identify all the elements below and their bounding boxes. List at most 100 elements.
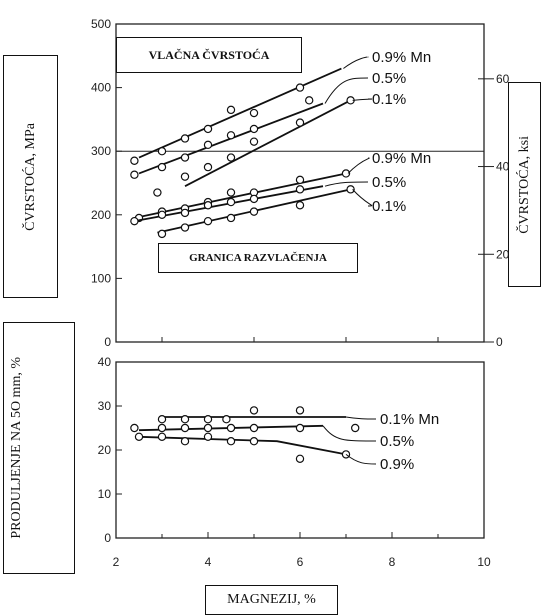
tensile-label-box: VLAČNA ČVRSTOĆA [116, 37, 302, 73]
legend-label: 0.5% [380, 433, 414, 450]
ylabel-right: ČVRSTOĆA, ksi [516, 135, 532, 234]
data-point [153, 188, 162, 197]
y-tick-label: 20 [98, 443, 112, 457]
y-left-tick-label: 100 [91, 271, 111, 285]
data-point [249, 406, 259, 415]
data-point [180, 208, 190, 218]
data-point [226, 153, 236, 162]
bottom-plot-frame [115, 361, 485, 539]
data-point [295, 201, 305, 210]
y-tick-label: 10 [98, 487, 112, 501]
data-point [249, 108, 259, 118]
x-tick-label: 6 [297, 555, 304, 569]
data-point [249, 207, 259, 216]
yield-label: GRANICA RAZVLAČENJA [189, 252, 327, 264]
y-tick-label: 40 [98, 355, 112, 369]
data-point [226, 423, 236, 433]
data-point [341, 169, 351, 178]
x-tick-label: 2 [113, 555, 120, 569]
series-line [134, 172, 347, 219]
data-point [180, 423, 190, 433]
data-point [180, 172, 190, 181]
legend-label: 0.1% [372, 198, 406, 215]
legend-leader-line [352, 189, 373, 207]
xlabel: MAGNEZIJ, % [227, 592, 316, 607]
data-point [226, 188, 236, 197]
y-left-tick-label: 300 [91, 144, 111, 158]
top-panel: 0 100 200 300 400 500 0 20 40 60 0.9% Mn 0.5% 0.1% 0.… [91, 17, 510, 349]
data-point [157, 432, 167, 441]
x-tick-label: 10 [477, 555, 491, 569]
legend-leader-line [345, 416, 377, 420]
y-right-tick-label: 20 [496, 247, 510, 261]
data-point [157, 210, 167, 219]
data-point [203, 124, 213, 134]
data-point [226, 437, 236, 446]
data-point [157, 146, 167, 156]
y-right-tick-label: 60 [496, 72, 510, 86]
legend-leader-line [324, 77, 369, 104]
data-point [203, 140, 213, 150]
data-point [134, 432, 144, 441]
data-point [180, 437, 190, 446]
data-point [295, 185, 305, 194]
yield-label-box: GRANICA RAZVLAČENJA [158, 243, 358, 273]
legend-leader-line [343, 56, 369, 69]
data-point [295, 83, 305, 92]
series-line [138, 435, 347, 456]
data-point [295, 454, 305, 463]
legend-leader-line [345, 454, 377, 465]
legend-label: 0.9% Mn [372, 49, 431, 66]
data-point [249, 437, 259, 446]
y-left-tick-label: 500 [91, 17, 111, 31]
data-point [203, 432, 213, 441]
y-left-tick-label: 400 [91, 81, 111, 95]
legend-label: 0.9% [380, 456, 414, 473]
legend-leader-line [352, 98, 373, 101]
data-point [249, 194, 259, 204]
data-point [346, 185, 355, 194]
x-tick-label: 4 [205, 555, 212, 569]
data-point [157, 423, 167, 433]
legend-label: 0.1% Mn [380, 411, 439, 428]
data-point [203, 162, 213, 172]
x-tick-label: 8 [389, 555, 396, 569]
data-point [222, 415, 231, 424]
data-point [203, 201, 213, 210]
data-point [249, 124, 259, 134]
data-point [157, 415, 167, 424]
data-point [130, 216, 139, 226]
y-right-tick-label: 0 [496, 335, 503, 349]
top-plot-frame [115, 23, 485, 343]
data-point [157, 162, 167, 172]
ylabel-bottom: PRODULJENJE NA 5O mm, % [9, 357, 24, 539]
legend-label: 0.5% [372, 70, 406, 87]
y-tick-label: 30 [98, 399, 112, 413]
y-left-tick-label: 0 [104, 335, 111, 349]
legend-leader-line [324, 181, 369, 187]
ylabel-left: ČVRSTOĆA, MPa [22, 122, 38, 231]
bottom-panel: 0 10 20 30 40 2 4 6 8 10 0.1% Mn 0.5% 0.9% [98, 355, 491, 569]
data-point [249, 423, 259, 433]
data-point [180, 134, 190, 143]
legend-leader-line [322, 425, 377, 442]
data-point [130, 423, 139, 433]
data-point [226, 197, 236, 207]
data-point [180, 415, 190, 424]
data-point [226, 105, 236, 115]
data-point [295, 406, 305, 415]
data-point [295, 423, 305, 433]
data-point [180, 223, 190, 232]
y-left-tick-label: 200 [91, 208, 111, 222]
series-line [138, 67, 342, 159]
data-point [180, 153, 190, 162]
tensile-label: VLAČNA ČVRSTOĆA [148, 47, 270, 62]
legend-leader-line [347, 157, 370, 174]
data-point [130, 156, 139, 165]
series-line [184, 99, 352, 187]
data-point [157, 229, 167, 239]
data-point [203, 216, 213, 226]
data-point [226, 131, 236, 140]
data-point [295, 175, 305, 185]
data-point [226, 213, 236, 223]
